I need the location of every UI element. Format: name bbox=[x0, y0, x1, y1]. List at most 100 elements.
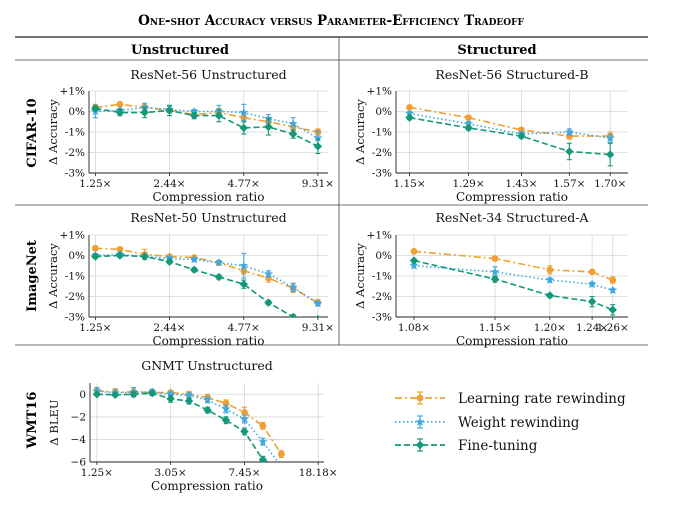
data-point bbox=[406, 104, 413, 111]
y-tick-label: −2 bbox=[71, 411, 86, 423]
y-tick-label: −4 bbox=[71, 434, 87, 446]
data-point bbox=[605, 150, 615, 159]
data-point bbox=[189, 106, 199, 116]
x-tick-label: 7.45× bbox=[228, 467, 260, 479]
data-point bbox=[91, 104, 100, 113]
legend-label: Learning rate rewinding bbox=[458, 391, 626, 407]
chart-panel-4: 1.08× 1.15× 1.20× 1.24×1.26× +1% 0% -1% -2% -3% R… bbox=[353, 210, 629, 348]
y-tick-label: -1% bbox=[372, 127, 392, 139]
y-tick-label: -2% bbox=[65, 291, 85, 303]
data-point bbox=[463, 119, 474, 128]
data-point bbox=[239, 260, 249, 270]
data-point bbox=[166, 389, 176, 399]
data-point bbox=[189, 254, 199, 264]
y-tick-label: −6 bbox=[71, 457, 87, 469]
y-tick-label: 0 bbox=[79, 389, 86, 401]
legend-marker-circle bbox=[416, 394, 424, 402]
panel-title: ResNet-34 Structured-A bbox=[436, 210, 590, 225]
data-point bbox=[545, 291, 555, 300]
x-tick-label: 2.44× bbox=[153, 322, 185, 334]
series-diamond bbox=[405, 113, 615, 167]
data-point bbox=[588, 268, 596, 276]
data-point bbox=[166, 394, 175, 403]
data-point bbox=[409, 260, 419, 270]
data-point bbox=[288, 282, 298, 292]
series-diamond bbox=[92, 388, 270, 462]
data-point bbox=[203, 405, 212, 415]
data-point bbox=[315, 314, 321, 317]
x-tick-label: 9.31× bbox=[302, 178, 334, 190]
data-point bbox=[605, 133, 615, 143]
data-point bbox=[405, 108, 415, 118]
data-point bbox=[281, 461, 282, 462]
x-tick-label: 1.08× bbox=[398, 322, 430, 334]
legend-marker-star bbox=[415, 417, 425, 426]
y-tick-label: -2% bbox=[372, 147, 392, 159]
series-diamond bbox=[409, 256, 617, 316]
data-point bbox=[564, 127, 574, 136]
y-tick-label: -3% bbox=[372, 312, 392, 324]
data-point bbox=[92, 390, 102, 399]
y-axis-label: Δ Accuracy bbox=[353, 99, 367, 165]
y-tick-label: -1% bbox=[65, 271, 85, 283]
legend-entry-circle: Learning rate rewinding bbox=[395, 391, 626, 407]
data-point bbox=[517, 131, 526, 141]
data-point bbox=[241, 408, 248, 416]
y-tick-label: 0% bbox=[375, 106, 392, 118]
data-point bbox=[491, 255, 499, 262]
y-axis-label: Δ Accuracy bbox=[46, 99, 60, 165]
data-point bbox=[465, 114, 472, 122]
data-point bbox=[140, 252, 149, 261]
data-point bbox=[313, 298, 323, 308]
data-point bbox=[91, 252, 100, 261]
x-tick-label: 4.77× bbox=[228, 322, 260, 334]
y-axis-label: Δ BLEU bbox=[47, 399, 61, 445]
data-point bbox=[214, 257, 224, 267]
series-line bbox=[95, 103, 319, 133]
data-point bbox=[565, 147, 574, 156]
chart-panel-3: 1.25× 2.44× 4.77× 9.31× +1% 0% -1% -2% -3% ResNet… bbox=[46, 210, 334, 348]
data-point bbox=[410, 248, 418, 255]
y-axis-label: Δ Accuracy bbox=[46, 243, 60, 309]
x-tick-label: 1.43× bbox=[505, 178, 537, 190]
column-header-structured: Structured bbox=[457, 43, 536, 58]
legend-label: Weight rewinding bbox=[458, 415, 580, 431]
x-tick-label: 1.15× bbox=[479, 322, 511, 334]
x-tick-label: 1.29× bbox=[452, 178, 484, 190]
data-point bbox=[264, 298, 273, 307]
panel-title: ResNet-50 Unstructured bbox=[130, 210, 286, 225]
data-point bbox=[490, 274, 500, 284]
data-point bbox=[464, 123, 473, 133]
series-line bbox=[95, 107, 319, 148]
data-point bbox=[587, 297, 597, 306]
plot-area bbox=[90, 244, 323, 317]
plot-area bbox=[405, 104, 615, 167]
data-point bbox=[258, 455, 268, 462]
series-circle bbox=[91, 100, 322, 136]
x-axis-label: Compression ratio bbox=[151, 479, 263, 493]
data-point bbox=[288, 129, 298, 139]
data-point bbox=[239, 414, 250, 423]
chart-panels: 1.25× 2.44× 4.77× 9.31× +1% 0% -1% -2% -3% ResNet… bbox=[46, 67, 629, 493]
data-point bbox=[409, 256, 419, 265]
series-line bbox=[413, 259, 614, 311]
data-point bbox=[609, 276, 617, 284]
y-tick-label: +1% bbox=[367, 230, 392, 242]
y-tick-label: 0% bbox=[68, 106, 85, 118]
data-point bbox=[165, 106, 174, 115]
y-tick-label: -2% bbox=[372, 291, 392, 303]
data-point bbox=[258, 436, 268, 446]
chart-panel-5: 1.25× 3.05× 7.45× 18.18× 0 −2 −4 −6 GNMT Unstruc… bbox=[47, 358, 338, 493]
data-point bbox=[111, 390, 120, 400]
x-tick-label: 1.26× bbox=[597, 322, 629, 334]
series-diamond bbox=[91, 251, 321, 317]
x-axis-label: Compression ratio bbox=[456, 190, 568, 204]
figure-title: One-shot Accuracy versus Parameter-Effic… bbox=[138, 13, 524, 29]
y-tick-label: -3% bbox=[65, 168, 85, 180]
legend-entry-diamond: Fine-tuning bbox=[395, 438, 538, 454]
x-tick-label: 2.44× bbox=[153, 178, 185, 190]
x-tick-label: 1.25× bbox=[81, 467, 113, 479]
data-point bbox=[116, 100, 124, 108]
data-point bbox=[190, 111, 199, 120]
